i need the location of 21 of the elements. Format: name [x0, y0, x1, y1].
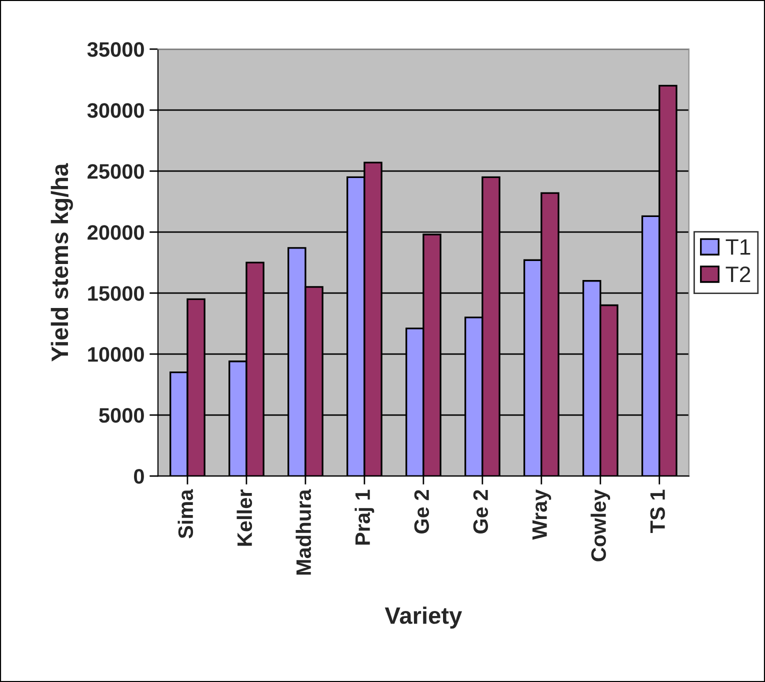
y-tick-label: 5000 — [99, 408, 144, 423]
y-tick-label: 0 — [134, 469, 144, 484]
y-axis-title: Yield stems kg/ha — [50, 163, 73, 362]
y-tick-label: 20000 — [88, 225, 144, 240]
y-tick-label: 35000 — [87, 42, 144, 57]
x-tick-label: Ge 2 — [414, 490, 430, 534]
y-tick-label: 10000 — [88, 347, 144, 362]
x-tick-label: Wray — [532, 489, 552, 540]
x-tick-label: TS 1 — [650, 490, 665, 533]
y-tick-label: 15000 — [88, 286, 144, 301]
x-tick-label: Ge 2 — [473, 490, 488, 534]
x-tick-label: Madhura — [296, 489, 312, 575]
legend-label: T1 — [726, 239, 750, 255]
y-tick-label: 30000 — [87, 103, 144, 118]
x-tick-label: Keller — [236, 490, 252, 546]
x-axis-title: Variety — [384, 606, 462, 629]
x-tick-label: Sima — [178, 489, 194, 538]
legend-label: T2 — [726, 266, 750, 282]
x-tick-label: Praj 1 — [354, 490, 374, 545]
x-tick-label: Cowley — [590, 489, 610, 562]
y-tick-label: 25000 — [88, 164, 144, 179]
